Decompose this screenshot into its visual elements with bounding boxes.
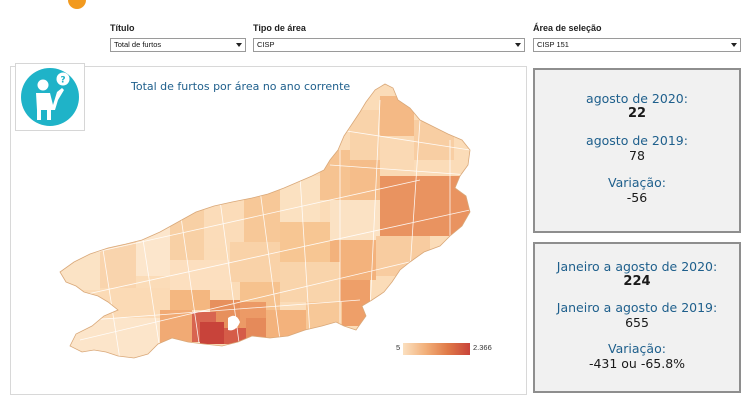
month-previous-value: 78	[629, 148, 645, 163]
ytd-stats-card: Janeiro a agosto de 2020: 224 Janeiro a …	[533, 242, 741, 393]
month-variation-value: -56	[626, 190, 648, 205]
map-region[interactable]	[204, 200, 244, 248]
map-title: Total de furtos por área no ano corrente	[131, 80, 351, 93]
map-region[interactable]	[224, 328, 246, 344]
map-region[interactable]	[230, 242, 280, 282]
filter-titulo: Título Total de furtos	[110, 22, 246, 52]
legend-min-label: 5	[396, 343, 401, 352]
month-variation-label: Variação:	[608, 175, 666, 190]
svg-text:?: ?	[60, 76, 65, 86]
map-region[interactable]	[280, 262, 340, 302]
map-region[interactable]	[376, 236, 430, 276]
map-region[interactable]	[280, 176, 320, 222]
area-selecao-select[interactable]: CISP 151	[533, 38, 741, 52]
month-previous-label: agosto de 2019:	[586, 133, 688, 148]
tipo-area-select-value: CISP	[257, 40, 275, 49]
ytd-current-label: Janeiro a agosto de 2020:	[556, 259, 718, 274]
map-region[interactable]	[160, 310, 192, 344]
map-region[interactable]	[266, 310, 306, 340]
chevron-down-icon	[236, 43, 242, 47]
map-region[interactable]	[200, 322, 224, 344]
map-region[interactable]	[170, 210, 204, 260]
help-button[interactable]: ?	[15, 63, 85, 131]
filter-area-selecao-label: Área de seleção	[533, 23, 602, 33]
map-region[interactable]	[136, 220, 170, 276]
map-region[interactable]	[320, 150, 350, 200]
titulo-select-value: Total de furtos	[114, 40, 162, 49]
filter-tipo-area: Tipo de área CISP	[253, 22, 525, 52]
color-scale-legend	[403, 343, 470, 355]
chevron-down-icon	[731, 43, 737, 47]
map-region[interactable]	[330, 200, 380, 240]
ytd-current-value: 224	[623, 274, 651, 289]
map-region[interactable]	[60, 230, 100, 290]
month-current-value: 22	[627, 106, 647, 121]
map-region[interactable]	[380, 176, 470, 236]
ytd-variation-value: -431 ou -65.8%	[588, 356, 686, 371]
ytd-previous-label: Janeiro a agosto de 2019:	[556, 300, 718, 315]
bay-shape	[228, 315, 240, 331]
map-region[interactable]	[60, 318, 170, 358]
map-region[interactable]	[170, 290, 210, 310]
titulo-select[interactable]: Total de furtos	[110, 38, 246, 52]
map-region[interactable]	[246, 318, 270, 340]
map-region[interactable]	[350, 110, 380, 160]
person-question-icon: ?	[21, 68, 79, 126]
filter-titulo-label: Título	[110, 23, 135, 33]
map-region[interactable]	[306, 302, 342, 332]
chevron-down-icon	[515, 43, 521, 47]
month-current-label: agosto de 2020:	[586, 91, 688, 106]
logo-icon	[68, 0, 86, 9]
map-region[interactable]	[380, 96, 414, 136]
tipo-area-select[interactable]: CISP	[253, 38, 525, 52]
area-selecao-select-value: CISP 151	[537, 40, 569, 49]
map-region[interactable]	[340, 280, 370, 326]
map-region[interactable]	[244, 190, 280, 242]
filter-area-selecao: Área de seleção CISP 151	[533, 22, 741, 52]
state-outline	[59, 83, 471, 359]
ytd-previous-value: 655	[625, 315, 649, 330]
filter-tipo-area-label: Tipo de área	[253, 23, 306, 33]
map-region[interactable]	[100, 236, 136, 288]
ytd-variation-label: Variação:	[608, 341, 666, 356]
legend-max-label: 2.366	[473, 343, 492, 352]
monthly-stats-card: agosto de 2020: 22 agosto de 2019: 78 Va…	[533, 68, 741, 233]
